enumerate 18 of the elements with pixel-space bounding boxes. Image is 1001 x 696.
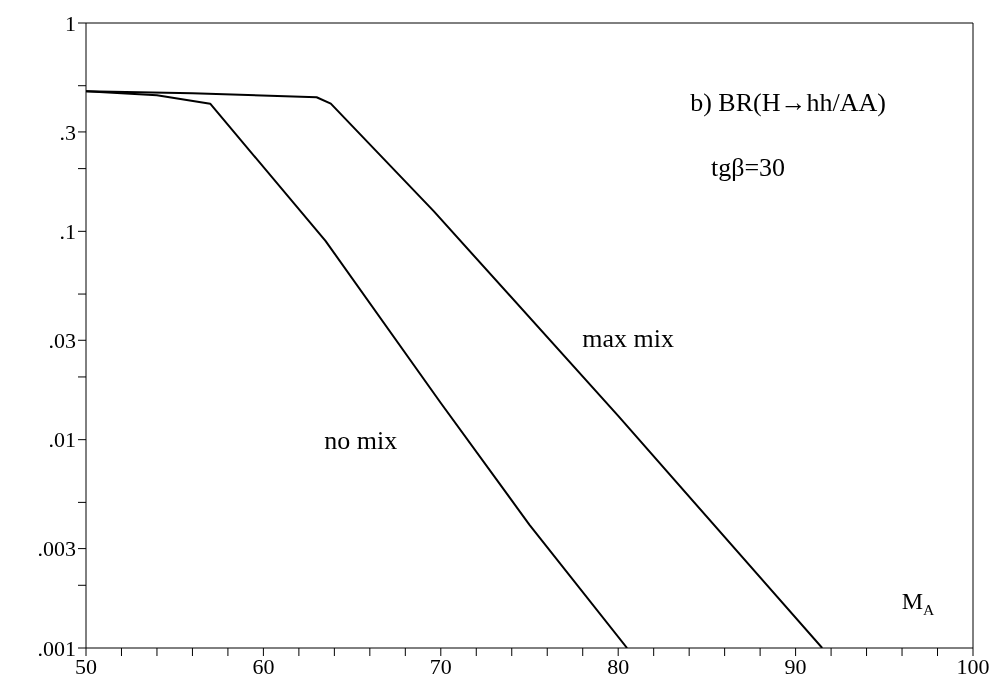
x-tick-label: 80 <box>607 653 630 679</box>
y-tick-label: .03 <box>48 328 76 354</box>
series-label: max mix <box>582 323 675 353</box>
y-tick-label: 1 <box>65 10 76 36</box>
text: tgβ=30 <box>710 153 786 182</box>
x-tick-label: 100 <box>956 653 990 679</box>
text: b) BR(H→hh/AA) <box>690 88 886 117</box>
series-label: no mix <box>324 425 398 455</box>
x-tick-label: 50 <box>75 653 97 679</box>
y-tick-label: .3 <box>59 119 76 145</box>
x-axis-title: M$_{A}$ <box>901 588 935 618</box>
y-tick-label: .01 <box>48 427 76 453</box>
x-tick-label: 60 <box>252 653 275 679</box>
y-tick-label: .003 <box>37 536 76 562</box>
x-tick-label: 70 <box>429 653 452 679</box>
x-tick-label: 90 <box>784 653 807 679</box>
y-tick-label: .001 <box>37 635 76 661</box>
y-tick-label: .1 <box>59 219 76 245</box>
